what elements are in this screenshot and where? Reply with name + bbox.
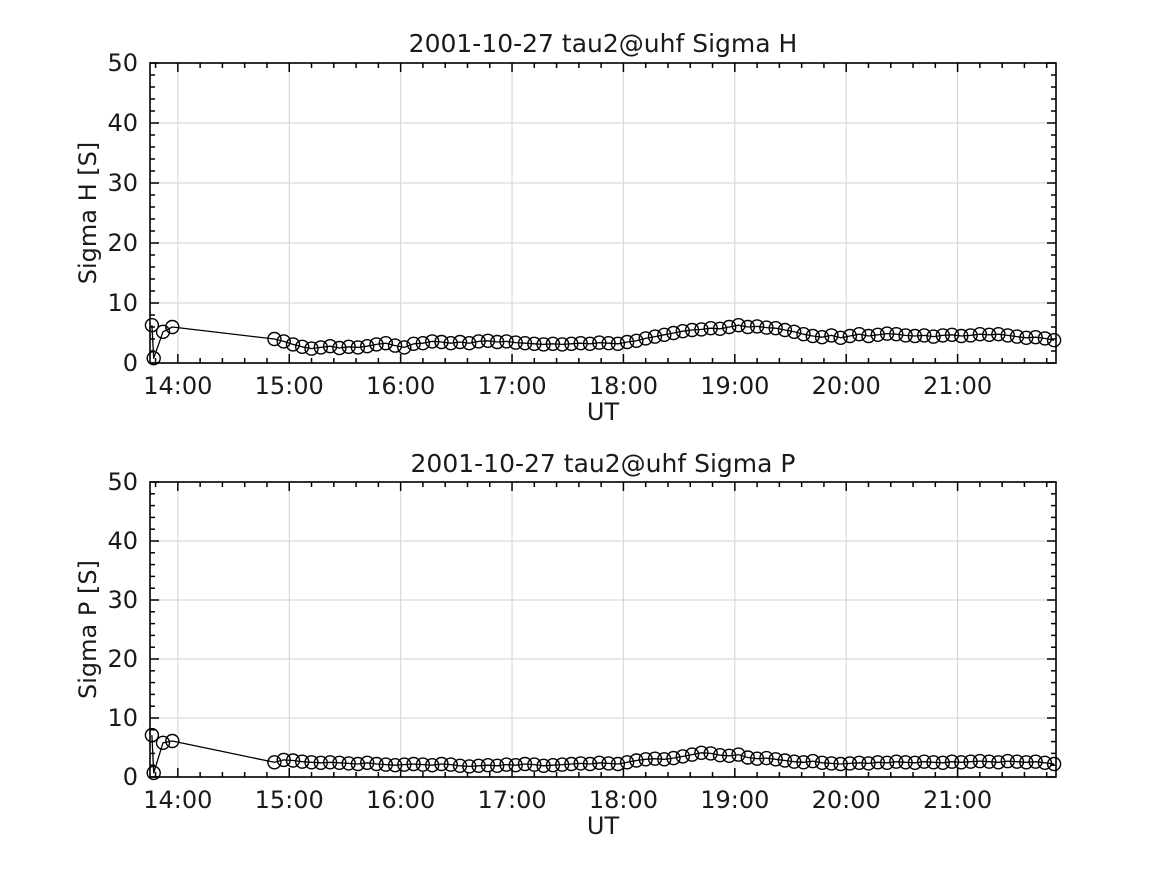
- x-tick-label: 15:00: [255, 372, 324, 400]
- sigma-p-subplot: 2001-10-27 tau2@uhf Sigma P 14:00 15:00 16:…: [74, 449, 1062, 840]
- x-tick-label: 18:00: [589, 372, 658, 400]
- y-tick-label: 20: [107, 229, 138, 257]
- x-tick-labels: 14:00 15:00 16:00 17:00 18:00 19:00 20:00 21:00: [143, 372, 992, 400]
- series-markers: [144, 727, 1062, 781]
- x-tick-label: 20:00: [812, 786, 881, 814]
- x-tick-label: 19:00: [700, 372, 769, 400]
- x-tick-label: 20:00: [812, 372, 881, 400]
- x-axis-label: UT: [587, 398, 620, 426]
- y-tick-label: 50: [107, 468, 138, 496]
- x-tick-label: 16:00: [366, 372, 435, 400]
- y-tick-label: 40: [107, 109, 138, 137]
- y-axis-label: Sigma H [S]: [74, 142, 102, 285]
- x-tick-label: 17:00: [477, 786, 546, 814]
- x-tick-label: 21:00: [923, 786, 992, 814]
- x-tick-label: 17:00: [477, 372, 546, 400]
- y-tick-label: 20: [107, 645, 138, 673]
- y-tick-label: 40: [107, 527, 138, 555]
- x-tick-label: 15:00: [255, 786, 324, 814]
- x-tick-label: 18:00: [589, 786, 658, 814]
- y-tick-label: 50: [107, 49, 138, 77]
- x-tick-label: 21:00: [923, 372, 992, 400]
- chart-title: 2001-10-27 tau2@uhf Sigma H: [409, 29, 798, 58]
- y-tick-label: 0: [123, 349, 138, 377]
- plot-box: [149, 62, 1057, 364]
- x-tick-label: 16:00: [366, 786, 435, 814]
- x-tick-label: 14:00: [143, 786, 212, 814]
- y-tick-label: 10: [107, 704, 138, 732]
- y-tick-label: 30: [107, 586, 138, 614]
- axis-ticks: [150, 62, 1056, 364]
- chart-title: 2001-10-27 tau2@uhf Sigma P: [411, 449, 796, 478]
- x-axis-label: UT: [587, 812, 620, 840]
- sigma-h-subplot: 2001-10-27 tau2@uhf Sigma H 14:00 15:00 16:…: [74, 29, 1062, 426]
- y-tick-labels: 0 10 20 30 40 50: [107, 468, 138, 791]
- x-tick-label: 19:00: [700, 786, 769, 814]
- y-axis-label: Sigma P [S]: [74, 560, 102, 699]
- y-tick-label: 0: [123, 763, 138, 791]
- y-tick-label: 30: [107, 169, 138, 197]
- plot-box: [149, 481, 1057, 778]
- x-tick-label: 14:00: [143, 372, 212, 400]
- y-tick-label: 10: [107, 289, 138, 317]
- x-tick-labels: 14:00 15:00 16:00 17:00 18:00 19:00 20:00 21:00: [143, 786, 992, 814]
- series-markers: [144, 318, 1062, 366]
- y-tick-labels: 0 10 20 30 40 50: [107, 49, 138, 377]
